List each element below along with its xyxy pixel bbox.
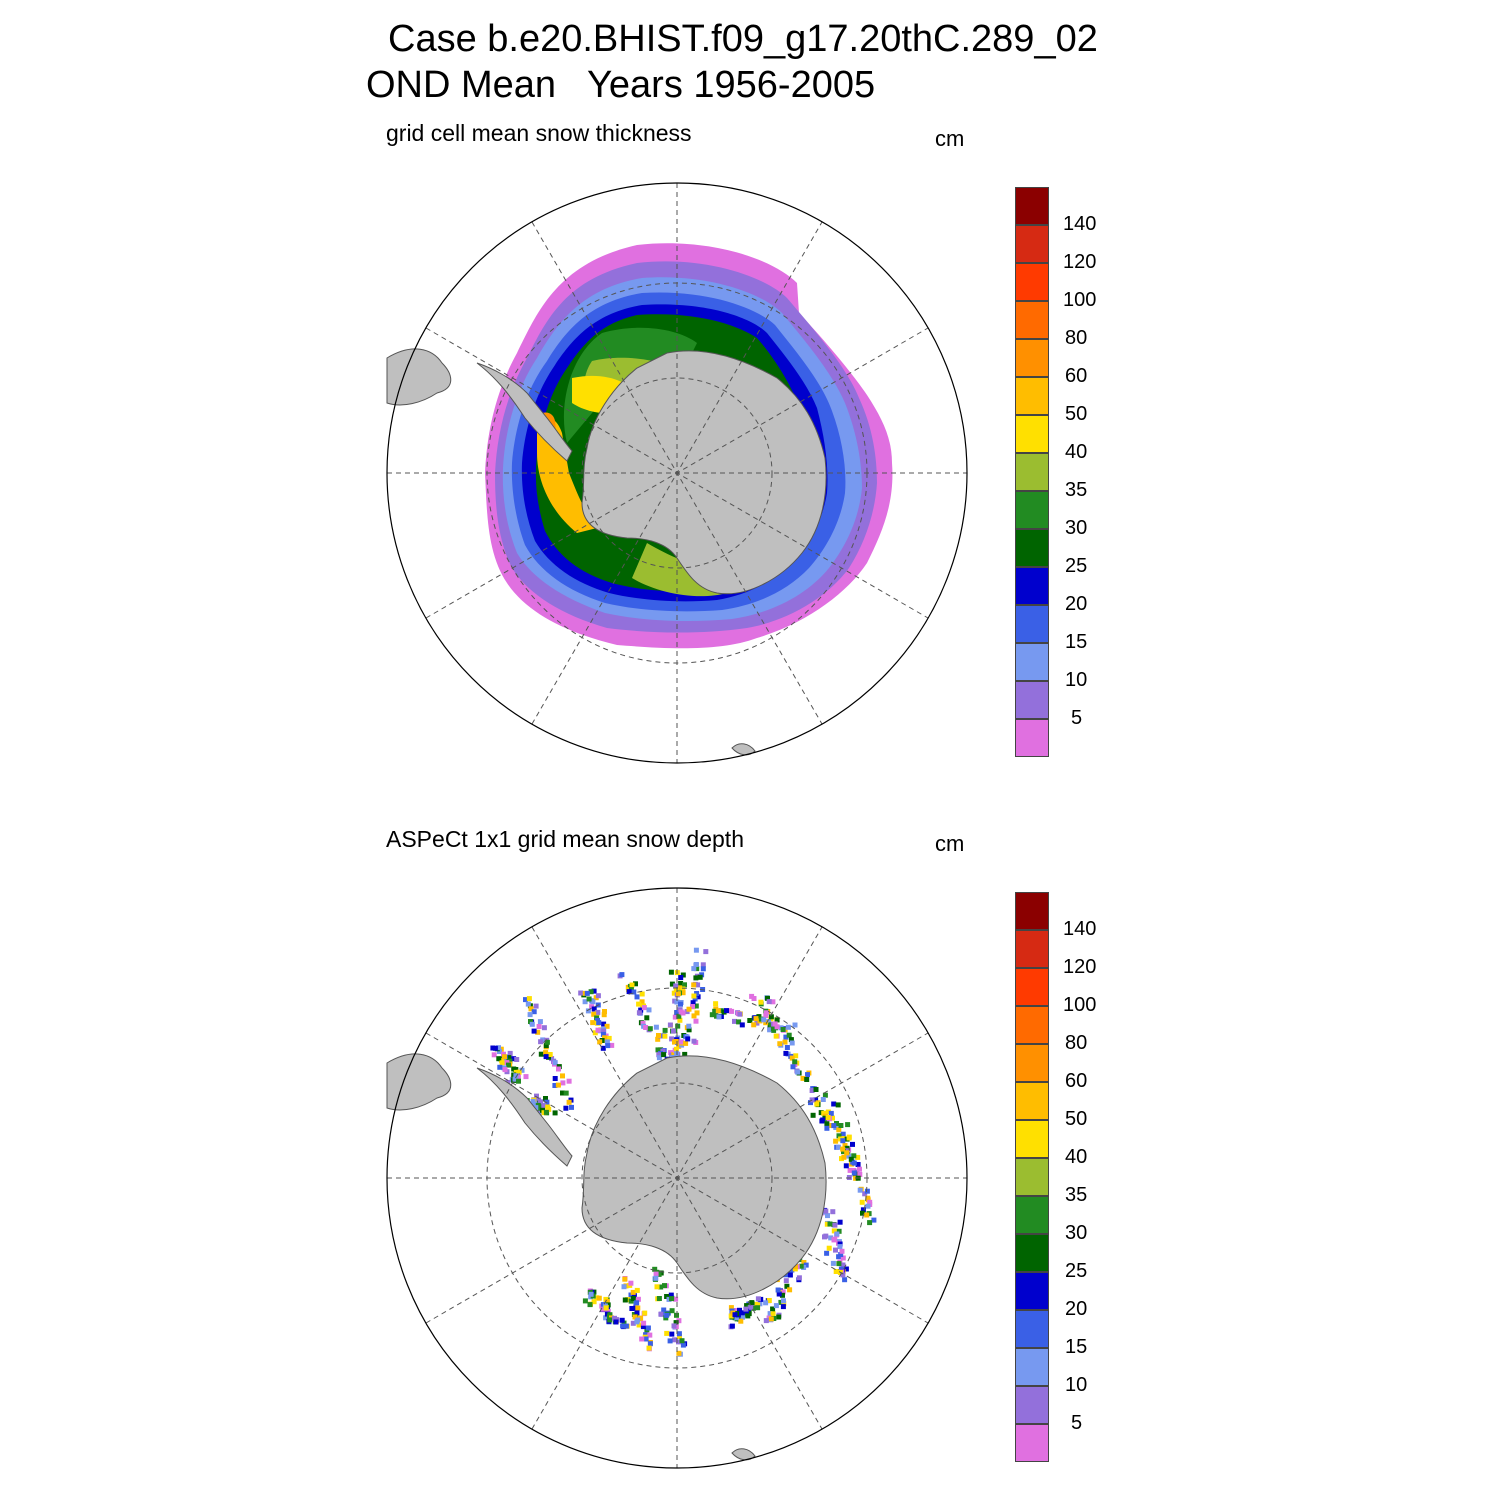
top-panel-title: grid cell mean snow thickness (386, 120, 692, 146)
colorbar-swatch (1015, 1006, 1049, 1044)
colorbar-swatch (1015, 491, 1049, 529)
colorbar-tick-label: 120 (1063, 956, 1097, 978)
colorbar-tick-label: 60 (1065, 1070, 1088, 1092)
colorbar-swatch (1015, 1310, 1049, 1348)
top-polar-map (386, 182, 968, 764)
colorbar-swatch (1015, 681, 1049, 719)
colorbar-swatch (1015, 719, 1049, 757)
colorbar-swatch (1015, 1386, 1049, 1424)
colorbar-tick-label: 80 (1065, 1032, 1088, 1054)
snow-track-pixels (490, 947, 877, 1357)
colorbar-tick-label: 30 (1065, 517, 1088, 539)
colorbar-swatch (1015, 1272, 1049, 1310)
colorbar-swatch (1015, 187, 1049, 225)
bottom-panel-units: cm (935, 831, 965, 856)
colorbar-tick-label: 60 (1065, 365, 1088, 387)
colorbar-swatch (1015, 1196, 1049, 1234)
colorbar-tick-label: 80 (1065, 327, 1088, 349)
colorbar-tick-label: 140 (1063, 213, 1097, 235)
figure-title-line2: OND Mean Years 1956-2005 (366, 64, 876, 106)
colorbar-swatch (1015, 1044, 1049, 1082)
colorbar-tick-label: 30 (1065, 1222, 1088, 1244)
graticule-bottom (387, 888, 967, 1468)
colorbar-tick-label: 40 (1065, 1146, 1088, 1168)
map-border-top (386, 182, 968, 764)
colorbar-swatch (1015, 1082, 1049, 1120)
colorbar-tick-label: 50 (1065, 403, 1088, 425)
colorbar-swatch (1015, 339, 1049, 377)
figure-title-line1: Case b.e20.BHIST.f09_g17.20thC.289_02 (388, 18, 1098, 60)
colorbar-swatch (1015, 892, 1049, 930)
land-bottom (386, 1053, 827, 1461)
colorbar-swatch (1015, 1234, 1049, 1272)
colorbar-tick-label: 25 (1065, 555, 1088, 577)
colorbar-swatch (1015, 377, 1049, 415)
colorbar-tick-label: 25 (1065, 1260, 1088, 1282)
colorbar-swatch (1015, 567, 1049, 605)
colorbar-swatch (1015, 415, 1049, 453)
colorbar-tick-label: 40 (1065, 441, 1088, 463)
colorbar-tick-label: 35 (1065, 1184, 1088, 1206)
bottom-polar-map (386, 887, 968, 1469)
colorbar-swatch (1015, 263, 1049, 301)
colorbar-tick-label: 120 (1063, 251, 1097, 273)
land-top (386, 348, 827, 756)
colorbar-swatch (1015, 605, 1049, 643)
colorbar-tick-label: 35 (1065, 479, 1088, 501)
top-panel-units: cm (935, 126, 965, 151)
bottom-panel-title: ASPeCt 1x1 grid mean snow depth (386, 826, 744, 852)
colorbar-tick-label: 5 (1071, 1412, 1083, 1434)
colorbar-bottom: 140 120 100 80 60 50 40 35 30 25 20 15 10 5 (1015, 892, 1096, 1462)
colorbar-swatch (1015, 930, 1049, 968)
colorbar-tick-label: 100 (1063, 289, 1097, 311)
colorbar-swatch (1015, 1424, 1049, 1462)
colorbar-tick-label: 20 (1065, 593, 1088, 615)
colorbar-tick-label: 10 (1065, 1374, 1088, 1396)
colorbar-swatch (1015, 643, 1049, 681)
colorbar-tick-label: 10 (1065, 669, 1088, 691)
colorbar-tick-label: 50 (1065, 1108, 1088, 1130)
colorbar-swatch (1015, 1348, 1049, 1386)
colorbar-swatch (1015, 968, 1049, 1006)
map-border-bottom (386, 887, 968, 1469)
colorbar-swatch (1015, 1158, 1049, 1196)
colorbar-swatch (1015, 225, 1049, 263)
colorbar-swatch (1015, 529, 1049, 567)
colorbar-tick-label: 140 (1063, 918, 1097, 940)
colorbar-tick-label: 15 (1065, 1336, 1088, 1358)
colorbar-swatch (1015, 1120, 1049, 1158)
colorbar-tick-label: 5 (1071, 707, 1083, 729)
colorbar-swatch (1015, 301, 1049, 339)
colorbar-swatch (1015, 453, 1049, 491)
colorbar-tick-label: 15 (1065, 631, 1088, 653)
colorbar-tick-label: 100 (1063, 994, 1097, 1016)
colorbar-tick-label: 20 (1065, 1298, 1088, 1320)
colorbar-top: 140 120 100 80 60 50 40 35 30 25 20 15 10 5 (1015, 187, 1096, 757)
graticule-top (387, 183, 967, 763)
